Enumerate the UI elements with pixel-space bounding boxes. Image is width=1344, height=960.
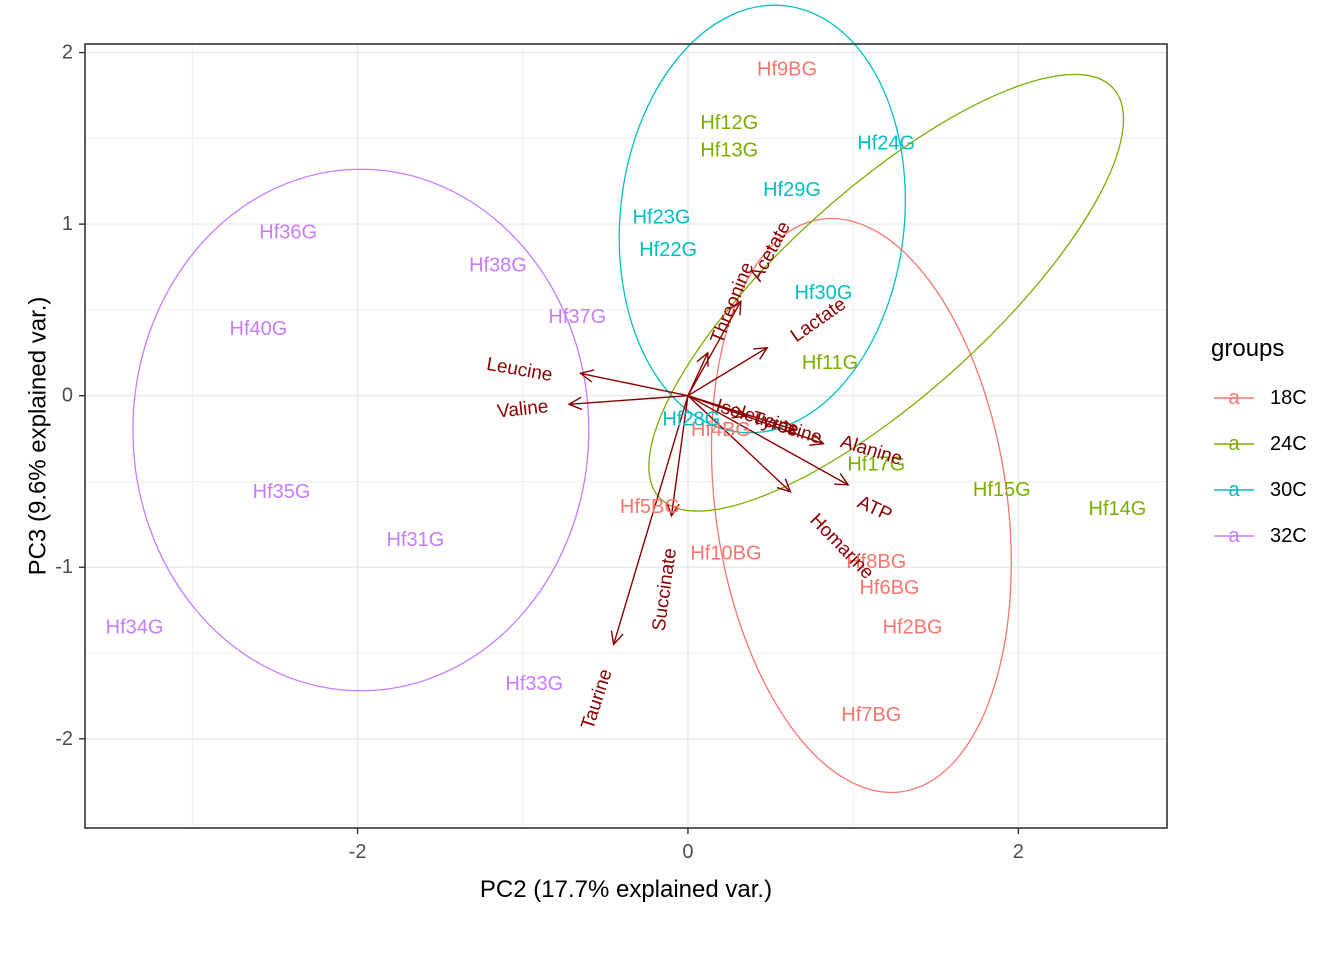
legend-label-18c: 18C bbox=[1270, 387, 1307, 409]
point-label-hf40g: Hf40G bbox=[230, 318, 288, 340]
point-label-hf7bg: Hf7BG bbox=[841, 704, 901, 726]
point-label-hf5bg: Hf5BG bbox=[620, 496, 680, 518]
arrowhead-succinate bbox=[666, 502, 680, 518]
ellipse-30C bbox=[618, 4, 906, 434]
point-label-hf36g: Hf36G bbox=[259, 222, 317, 244]
point-label-hf33g: Hf33G bbox=[505, 673, 563, 695]
point-label-hf24g: Hf24G bbox=[857, 133, 915, 155]
ellipse-32C bbox=[132, 168, 590, 692]
legend-title: groups bbox=[1211, 335, 1284, 362]
x-tick-label: -2 bbox=[349, 841, 367, 863]
y-tick-label: 1 bbox=[62, 213, 73, 235]
point-label-hf12g: Hf12G bbox=[700, 112, 758, 134]
y-tick-label: -2 bbox=[55, 728, 73, 750]
point-label-hf37g: Hf37G bbox=[548, 306, 606, 328]
ellipse-18C bbox=[710, 217, 1012, 794]
point-label-hf14g: Hf14G bbox=[1089, 498, 1147, 520]
point-label-hf9bg: Hf9BG bbox=[757, 59, 817, 81]
point-label-hf8bg: Hf8BG bbox=[846, 551, 906, 573]
y-tick-label: 2 bbox=[62, 42, 73, 64]
x-tick-label: 0 bbox=[682, 841, 693, 863]
point-label-hf23g: Hf23G bbox=[633, 206, 691, 228]
sample-labels: Hf9BG Hf4BG Hf5BG Hf10BG Hf8BG Hf6BG Hf2BG Hf7B… bbox=[106, 59, 1147, 726]
x-axis-title: PC2 (17.7% explained var.) bbox=[480, 876, 772, 903]
legend-label-32c: 32C bbox=[1270, 525, 1307, 547]
point-label-hf30g: Hf30G bbox=[794, 282, 852, 304]
point-label-hf13g: Hf13G bbox=[700, 139, 758, 161]
arrowhead-valine bbox=[567, 396, 583, 411]
arrow-succinate bbox=[670, 395, 689, 516]
panel-frame bbox=[84, 43, 1168, 829]
point-label-hf34g: Hf34G bbox=[106, 616, 164, 638]
ellipse-24C bbox=[648, 73, 1125, 512]
plot-background bbox=[85, 44, 1167, 828]
point-label-hf11g: Hf11G bbox=[802, 352, 858, 374]
point-label-hf22g: Hf22G bbox=[639, 239, 697, 261]
legend-label-24c: 24C bbox=[1270, 433, 1307, 455]
legend-key-glyph-24c: a bbox=[1228, 433, 1240, 455]
legend-key-glyph-32c: a bbox=[1228, 525, 1240, 547]
legend-key-glyph-30c: a bbox=[1228, 479, 1240, 501]
arrowhead-lactate bbox=[753, 346, 769, 360]
panel-border bbox=[84, 43, 1168, 829]
arrow-valine bbox=[568, 394, 688, 405]
arrowhead-leucine bbox=[578, 369, 595, 383]
arrow-atp bbox=[687, 395, 849, 486]
point-label-hf28g: Hf28G bbox=[662, 409, 720, 431]
x-tick-label: 2 bbox=[1013, 841, 1024, 863]
legend-label-30c: 30C bbox=[1270, 479, 1307, 501]
point-label-hf6bg: Hf6BG bbox=[859, 577, 919, 599]
grid-lines bbox=[85, 44, 1167, 828]
loading-arrows bbox=[567, 299, 850, 646]
axis-ticks: -2 0 2 -2 -1 0 1 2 bbox=[55, 42, 1024, 863]
y-tick-label: -1 bbox=[55, 556, 73, 578]
point-label-hf35g: Hf35G bbox=[253, 481, 311, 503]
confidence-ellipses bbox=[132, 4, 1125, 794]
y-tick-label: 0 bbox=[62, 385, 73, 407]
arrowhead-acetate bbox=[728, 299, 742, 316]
point-label-hf38g: Hf38G bbox=[469, 254, 527, 276]
arrowhead-atp bbox=[834, 473, 850, 486]
legend: groups a 18C a 24C a 30C a 32C bbox=[1211, 335, 1307, 547]
point-label-hf4bg: Hf4BG bbox=[691, 419, 751, 441]
arrow-acetate bbox=[687, 300, 742, 397]
arrowhead-tyrosine bbox=[781, 419, 797, 433]
arrowhead-alanine bbox=[809, 433, 825, 446]
point-label-hf17g: Hf17G bbox=[847, 453, 905, 475]
point-label-hf15g: Hf15G bbox=[973, 479, 1031, 501]
arrowhead-threonine bbox=[696, 351, 709, 367]
legend-key-glyph-18c: a bbox=[1228, 387, 1240, 409]
arrow-alanine bbox=[687, 395, 824, 445]
arrow-leucine bbox=[580, 372, 689, 397]
point-label-hf10bg: Hf10BG bbox=[690, 543, 761, 565]
point-label-hf29g: Hf29G bbox=[763, 179, 821, 201]
panel-background bbox=[85, 44, 1167, 828]
arrow-taurine bbox=[612, 395, 689, 645]
arrowhead-homarine bbox=[776, 478, 792, 493]
arrow-homarine bbox=[687, 395, 791, 493]
y-axis-title: PC3 (9.6% explained var.) bbox=[25, 297, 52, 576]
arrow-lactate bbox=[687, 347, 768, 397]
point-label-hf31g: Hf31G bbox=[386, 529, 444, 551]
arrowhead-taurine bbox=[610, 630, 624, 646]
point-label-hf2bg: Hf2BG bbox=[883, 616, 943, 638]
